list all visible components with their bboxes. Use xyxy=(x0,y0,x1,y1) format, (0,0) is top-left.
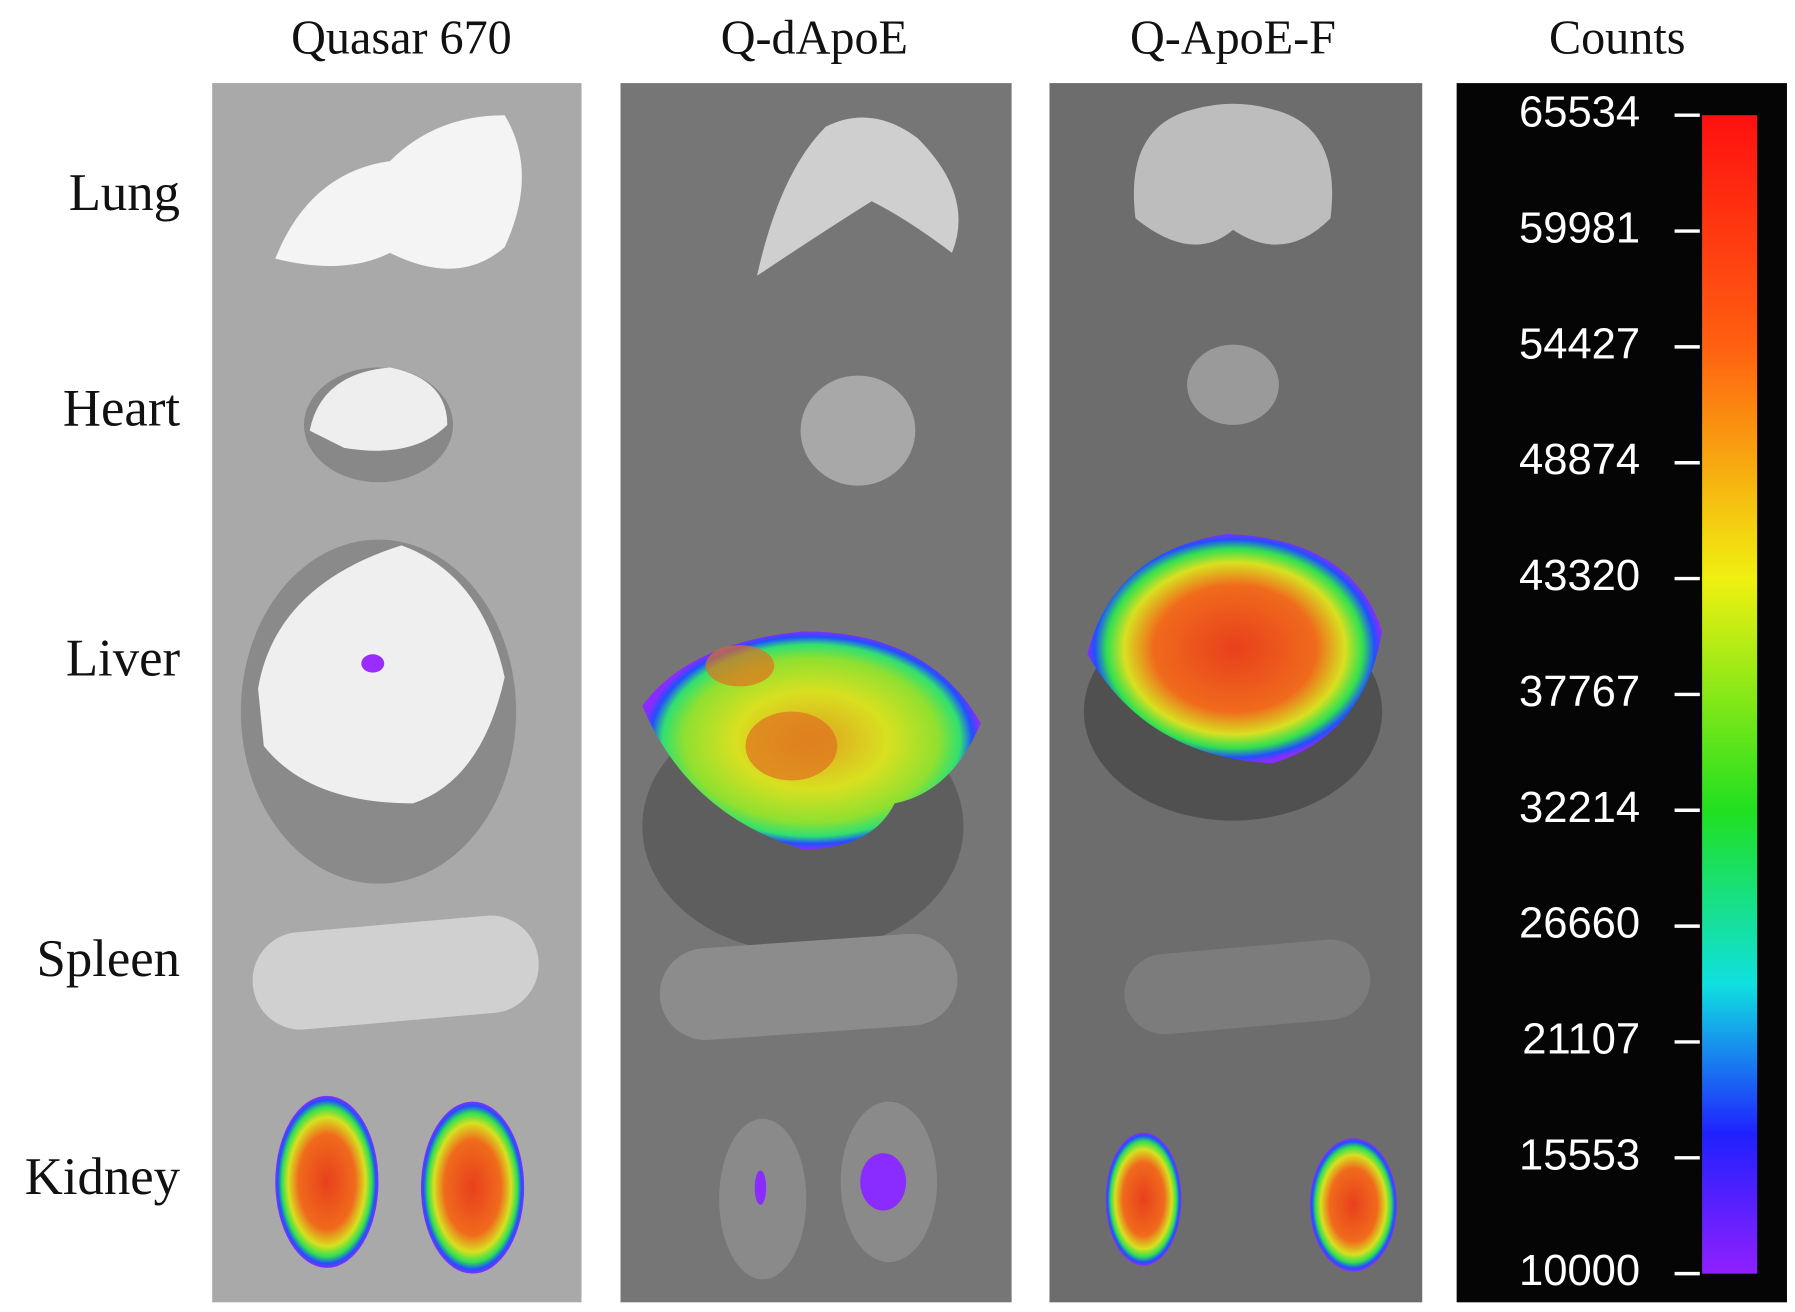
tick-label: 15553 xyxy=(1519,1131,1640,1179)
organs-panel-1 xyxy=(240,115,539,1274)
tick-label: 48874 xyxy=(1519,436,1640,484)
tick-label: 43320 xyxy=(1519,552,1640,600)
row-label: Heart xyxy=(63,380,180,438)
row-label: Liver xyxy=(66,630,181,688)
row-label: Kidney xyxy=(25,1148,181,1206)
colorbar-title: Counts xyxy=(1549,11,1685,64)
organs-panel-3 xyxy=(1083,103,1398,1272)
tick-label: 54427 xyxy=(1519,320,1640,368)
colorbar xyxy=(1702,115,1758,1274)
tick-label: 32214 xyxy=(1519,784,1640,832)
column-header: Q-ApoE-F xyxy=(1130,11,1336,64)
column-header: Q-dApoE xyxy=(721,11,908,64)
row-label: Lung xyxy=(69,164,180,222)
tick-label: 37767 xyxy=(1519,668,1640,716)
row-label: Spleen xyxy=(36,930,180,988)
organs-panel-2 xyxy=(642,117,981,1280)
tick-label: 26660 xyxy=(1519,900,1640,948)
tick-label: 59981 xyxy=(1519,205,1640,253)
tick-label: 65534 xyxy=(1519,89,1640,137)
tick-label: 10000 xyxy=(1519,1247,1640,1295)
column-header: Quasar 670 xyxy=(291,11,512,64)
tick-label: 21107 xyxy=(1522,1015,1640,1063)
